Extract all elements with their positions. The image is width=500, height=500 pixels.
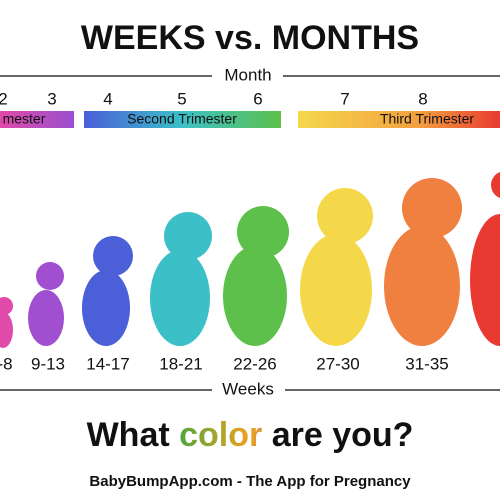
weeks-label: Weeks <box>222 379 274 398</box>
fetus <box>223 206 289 346</box>
month: 2 <box>0 89 8 108</box>
fetus <box>470 171 500 346</box>
fetus <box>0 297 13 348</box>
fetus <box>82 236 133 346</box>
week-range: -8 <box>0 354 13 373</box>
trimester: Second Trimester <box>127 111 237 127</box>
month: 8 <box>418 89 427 108</box>
month: 4 <box>103 89 112 108</box>
trimester-bar <box>298 111 500 128</box>
week-range: 31-35 <box>405 354 448 373</box>
fetus <box>28 262 64 346</box>
trimester-bar <box>0 111 74 128</box>
week-ranges: -8 9-13 14-17 18-21 22-26 27-30 31-35 <box>0 354 449 373</box>
month: 5 <box>177 89 186 108</box>
tagline: What color are you? <box>87 416 414 454</box>
footer: BabyBumpApp.com - The App for Pregnancy <box>89 473 411 490</box>
month: 6 <box>253 89 262 108</box>
week-range: 18-21 <box>159 354 202 373</box>
silhouettes <box>0 171 500 348</box>
tagline-part: What <box>87 416 170 454</box>
trimester: Third Trimester <box>380 111 474 127</box>
tagline-part: are you? <box>272 416 414 454</box>
week-range: 14-17 <box>86 354 129 373</box>
month-label: Month <box>224 65 271 84</box>
tagline-color: color <box>179 416 262 454</box>
trimester-bar <box>84 111 281 128</box>
month: 3 <box>47 89 56 108</box>
week-range: 22-26 <box>233 354 276 373</box>
fetus <box>150 212 212 346</box>
month: 7 <box>340 89 349 108</box>
month-numbers: 2 3 4 5 6 7 8 <box>0 89 428 108</box>
fetus <box>384 178 462 346</box>
trimester: mester <box>3 111 46 127</box>
week-range: 9-13 <box>31 354 65 373</box>
week-range: 27-30 <box>316 354 359 373</box>
fetus <box>300 188 373 346</box>
title: WEEKS vs. MONTHS <box>81 19 419 57</box>
